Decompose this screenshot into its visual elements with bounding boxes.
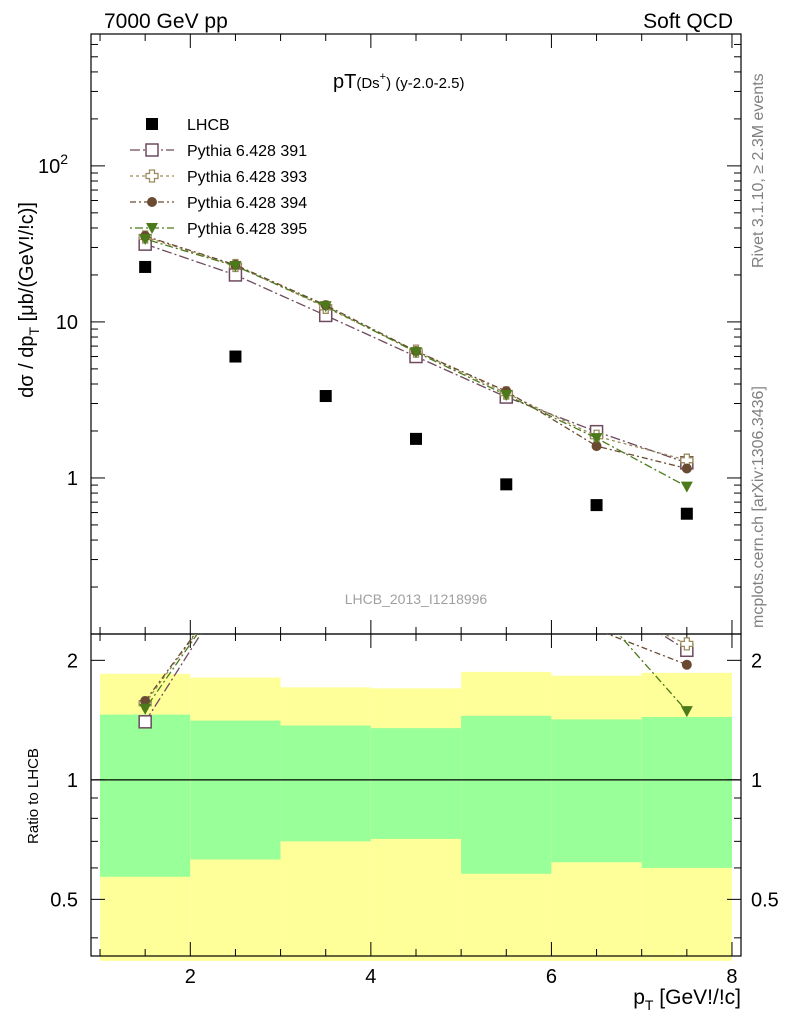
energy-label: 7000 GeV pp [104,10,228,33]
legend-entry: Pythia 6.428 394 [130,195,307,212]
axis-ticks: 2 4 6 8 1 10 102 0.5 0.5 1 1 2 2 [38,33,779,988]
ratio-point [680,706,693,718]
band-green-bin-4 [370,728,462,839]
data-point [410,347,422,359]
data-point [680,481,693,493]
x-label-main: p [633,986,645,1009]
main-y-tick-label: 1 [67,468,78,490]
data-point [139,260,152,273]
legend-label: LHCB [187,117,230,134]
legend-marker [147,197,157,207]
legend-marker [145,169,159,183]
series-pythia-6-428-395 [139,233,693,493]
data-point [500,478,513,491]
ratio-series-pythia-6-428-394 [140,634,692,706]
title-sub: (Ds [356,75,379,92]
data-point [139,233,152,245]
data-point [680,507,693,520]
legend-marker [146,223,158,234]
legend-marker [145,143,159,157]
x-tick-label: 6 [546,966,557,988]
band-green-bin-5 [461,715,552,874]
x-label-sub: T [645,997,654,1013]
data-point [500,390,513,402]
main-y-tick-label: 102 [38,151,68,178]
x-tick-label: 4 [365,966,376,988]
legend-label: Pythia 6.428 394 [187,195,307,212]
y-axis-label: dσ / dpT [μb/(GeV!/!c)] [16,202,42,398]
ratio-point [680,637,694,651]
uncertainty-bands [91,671,741,961]
band-green-bin-2 [190,720,281,860]
x-tick-label: 8 [726,966,737,988]
data-point [590,433,603,445]
chart-title: pT(Ds+) (y-2.0-2.5) [333,71,464,93]
title-sup: + [380,71,386,83]
legend-marker [146,118,158,130]
x-axis-label: pT [GeV!/!c] [633,986,741,1013]
data-point [681,463,692,474]
data-point [319,390,332,403]
data-point [229,261,242,273]
y-label-sub: T [26,327,42,336]
data-point [410,432,422,445]
band-green-bin-7 [641,716,732,868]
legend-entry: Pythia 6.428 395 [130,221,307,238]
legend-label: Pythia 6.428 391 [187,143,307,160]
title-main: pT [333,71,356,93]
x-tick-label: 2 [185,966,196,988]
ratio-y-tick-label: 0.5 [50,889,78,911]
data-point [591,441,602,452]
y-label-tail: [μb/(GeV!/!c)] [16,202,38,327]
main-plot-series [138,230,694,520]
side-source-label: mcplots.cern.ch [arXiv:1306.3436] [750,386,767,628]
ratio-point [681,659,692,670]
ratio-plot-series [138,634,694,729]
legend-label: Pythia 6.428 395 [187,221,307,238]
data-point [319,301,332,313]
category-label: Soft QCD [643,10,733,33]
band-green-bin-3 [280,725,371,842]
ratio-y-axis-label: Ratio to LHCB [25,748,42,844]
ratio-point [140,695,151,706]
series-lhcb [139,260,693,520]
ratio-point [138,715,152,729]
ratio-y-tick-label-right: 0.5 [751,889,779,911]
legend-label: Pythia 6.428 393 [187,169,307,186]
y-label-main: dσ / dp [16,336,38,398]
legend-entry: LHCB [146,117,230,134]
band-green-bin-6 [551,719,642,863]
ratio-y-tick-label-right: 1 [751,770,762,792]
main-y-tick-label: 10 [56,312,78,334]
main-y-tick-exponent: 2 [60,151,68,167]
analysis-id: LHCB_2013_I1218996 [345,591,488,607]
ratio-y-tick-label: 2 [67,650,78,672]
data-point [590,499,603,512]
data-point [229,350,242,363]
title-tail: ) (y-2.0-2.5) [386,75,464,92]
legend: LHCB Pythia 6.428 391 Pythia 6.428 393 Pyth… [130,117,307,238]
ratio-y-tick-label: 1 [67,770,78,792]
ratio-point [139,703,152,715]
band-green-bin-1 [100,714,191,877]
ratio-series-pythia-6-428-395 [139,634,693,718]
legend-entry: Pythia 6.428 391 [130,143,307,160]
legend-entry: Pythia 6.428 393 [130,169,307,186]
ratio-y-tick-label-right: 2 [751,650,762,672]
side-events-label: Rivet 3.1.10, ≥ 2.3M events [750,73,767,268]
x-label-tail: [GeV!/!c] [653,986,741,1009]
